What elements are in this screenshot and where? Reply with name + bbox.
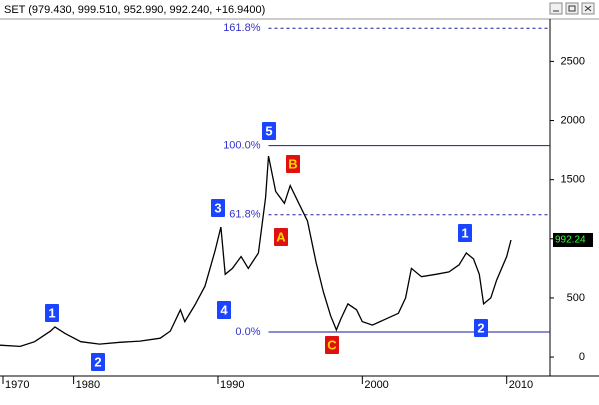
wave-label: B	[288, 156, 297, 171]
minimize-button[interactable]	[549, 2, 563, 15]
window-buttons	[549, 2, 595, 15]
wave-box	[217, 301, 231, 319]
chart-title: SET (979.430, 999.510, 952.990, 992.240,…	[4, 4, 265, 16]
wave-box	[474, 319, 488, 337]
wave-label: A	[276, 229, 286, 244]
wave-box	[274, 228, 288, 246]
x-tick-label: 1970	[5, 379, 29, 391]
icon	[584, 5, 592, 12]
fib-level-label: 161.8%	[223, 22, 261, 34]
x-tick-label: 1990	[220, 379, 244, 391]
wave-box	[91, 353, 105, 371]
y-tick-label: 0	[579, 351, 585, 363]
wave-box	[262, 122, 276, 140]
wave-box	[286, 155, 300, 173]
wave-box	[45, 304, 59, 322]
maximize-button[interactable]	[565, 2, 579, 15]
wave-label: 1	[461, 225, 468, 240]
last-value-box	[553, 232, 593, 247]
y-tick-label: 2000	[561, 114, 585, 126]
x-tick-label: 1980	[76, 379, 100, 391]
y-tick-label: 2500	[561, 55, 585, 67]
price-line	[0, 155, 512, 348]
wave-box	[458, 224, 472, 242]
x-tick-label: 2010	[509, 379, 533, 391]
wave-label: 3	[214, 200, 221, 215]
wave-label: 1	[48, 305, 55, 320]
icon	[568, 5, 576, 12]
wave-label: 4	[220, 302, 228, 317]
wave-box	[211, 199, 225, 217]
wave-box	[325, 336, 339, 354]
y-tick-label: 500	[567, 292, 585, 304]
wave-label: 2	[477, 320, 484, 335]
fib-level-label: 61.8%	[229, 209, 260, 221]
wave-label: 5	[265, 123, 272, 138]
fib-level-label: 100.0%	[223, 140, 261, 152]
last-value-label: 992.24	[555, 235, 586, 246]
wave-label: 2	[94, 354, 101, 369]
x-tick-label: 2000	[364, 379, 388, 391]
fib-level-label: 0.0%	[235, 326, 260, 338]
wave-label: C	[327, 337, 337, 352]
y-tick-label: 1500	[561, 174, 585, 186]
